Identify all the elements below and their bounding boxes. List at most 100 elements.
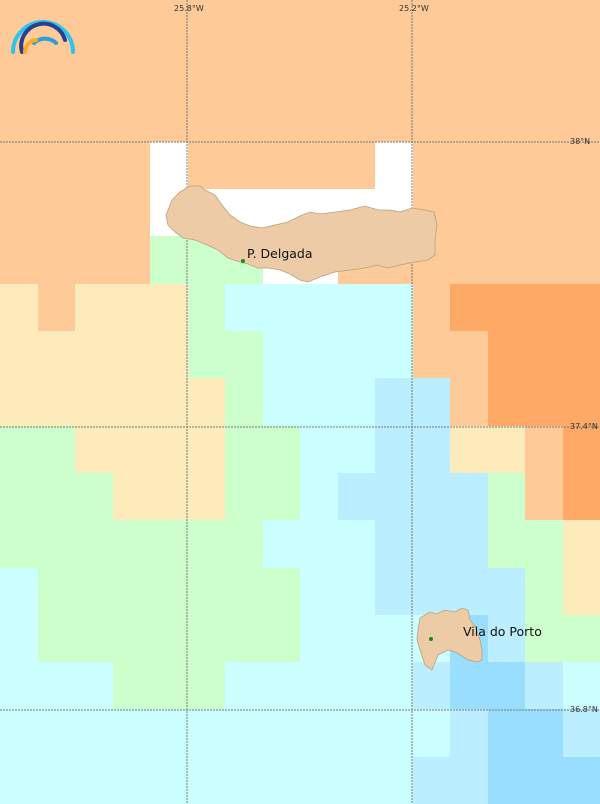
grid-cell (562, 756, 600, 804)
grid-cell (375, 94, 413, 142)
grid-cell (562, 189, 600, 237)
grid-cell (562, 567, 600, 615)
grid-cell (150, 0, 188, 48)
grid-cell (187, 709, 225, 757)
grid-cell (225, 0, 263, 48)
grid-cell (562, 331, 600, 379)
grid-cell (450, 189, 488, 237)
grid-cell (525, 94, 563, 142)
grid-cell (262, 520, 300, 568)
logo (10, 16, 80, 60)
grid-cell (412, 709, 450, 757)
city-marker-p-delgada (241, 259, 245, 263)
grid-cell (562, 662, 600, 710)
grid-cell (300, 614, 338, 663)
grid-cell (0, 425, 38, 473)
grid-cell (450, 47, 488, 95)
grid-cell (262, 378, 300, 426)
grid-cell (112, 283, 150, 332)
grid-cell (487, 189, 525, 237)
grid-cell (150, 662, 188, 710)
grid-cell (375, 709, 413, 757)
grid-cell (112, 236, 150, 284)
grid-cell (525, 47, 563, 95)
grid-cell (412, 378, 450, 426)
grid-cell (262, 709, 300, 757)
grid-cell (525, 0, 563, 48)
city-label-p-delgada[interactable]: P. Delgada (247, 246, 313, 261)
grid-cell (112, 567, 150, 615)
grid-cell (375, 662, 413, 710)
grid-cell (0, 520, 38, 568)
grid-cell (487, 567, 525, 615)
grid-cell (412, 662, 450, 710)
grid-cell (112, 0, 150, 48)
grid-cell (450, 472, 488, 521)
grid-cell (112, 141, 150, 190)
grid-cell (262, 141, 300, 190)
grid-cell (187, 283, 225, 332)
island-santa-maria (416, 607, 483, 671)
lon-label: 25.2°W (399, 4, 429, 13)
grid-cell (337, 94, 375, 142)
grid-cell (75, 425, 113, 473)
grid-cell (562, 94, 600, 142)
grid-cell (375, 567, 413, 615)
grid-cell (150, 425, 188, 473)
grid-cell (487, 662, 525, 710)
grid-cell (262, 567, 300, 615)
grid-cell (112, 94, 150, 142)
grid-cell (562, 709, 600, 757)
lat-label: 38°N (570, 137, 591, 146)
grid-cell (300, 0, 338, 48)
grid-cell (300, 425, 338, 473)
grid-cell (187, 47, 225, 95)
grid-cell (75, 662, 113, 710)
city-label-vila-do-porto[interactable]: Vila do Porto (463, 624, 542, 639)
grid-cell (37, 331, 75, 379)
grid-cell (75, 378, 113, 426)
grid-cell (300, 662, 338, 710)
grid-cell (337, 378, 375, 426)
grid-cell (262, 472, 300, 521)
grid-cell (412, 520, 450, 568)
grid-cell (337, 425, 375, 473)
grid-cell (112, 520, 150, 568)
grid-cell (450, 567, 488, 615)
grid-cell (412, 283, 450, 332)
grid-cell (75, 567, 113, 615)
grid-cell (337, 472, 375, 521)
grid-cell (300, 141, 338, 190)
grid-cell (150, 283, 188, 332)
grid-cell (225, 567, 263, 615)
grid-cell (187, 614, 225, 663)
grid-cell (562, 520, 600, 568)
grid-cell (375, 378, 413, 426)
grid-cell (450, 662, 488, 710)
grid-cell (187, 331, 225, 379)
grid-cell (150, 47, 188, 95)
grid-cell (412, 567, 450, 615)
grid-cell (337, 709, 375, 757)
grid-cell (562, 141, 600, 190)
grid-cell (37, 189, 75, 237)
grid-cell (75, 283, 113, 332)
grid-cell (37, 662, 75, 710)
grid-cell (262, 94, 300, 142)
grid-cell (337, 567, 375, 615)
grid-cell (150, 378, 188, 426)
grid-cell (450, 94, 488, 142)
grid-cell (225, 425, 263, 473)
grid-cell (300, 567, 338, 615)
grid-cell (112, 425, 150, 473)
grid-cell (525, 709, 563, 757)
grid-cell (450, 520, 488, 568)
grid-cell (187, 0, 225, 48)
grid-cell (412, 472, 450, 521)
grid-cell (525, 567, 563, 615)
grid-cell (262, 47, 300, 95)
grid-cell (525, 756, 563, 804)
grid-cell (487, 472, 525, 521)
grid-cell (150, 472, 188, 521)
